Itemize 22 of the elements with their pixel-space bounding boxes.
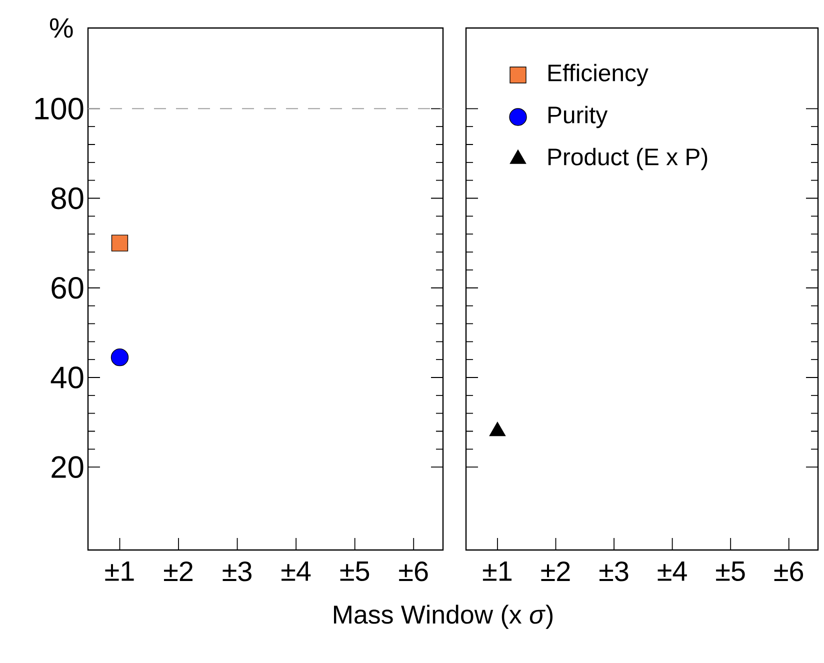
x-tick-label: ±5 [716,562,745,581]
y-tick-label: 20 [52,456,84,478]
legend-label: Product (E x P) [548,148,708,170]
x-tick-label: ±3 [222,562,252,582]
x-tick-label: ±4 [658,562,687,581]
x-tick-label: ±1 [482,562,512,581]
x-tick-label: ±4 [282,562,311,581]
legend-label: Efficiency [548,64,648,86]
y-tick-label: 60 [52,276,84,299]
y-tick-label: 100 [35,98,84,120]
x-tick-label: ±6 [399,562,428,582]
y-tick-label: 80 [51,187,84,210]
x-tick-label: ±5 [340,562,370,581]
x-axis-title: Mass Window (x σ) [334,604,553,629]
x-tick-label: ±6 [774,562,804,582]
legend-label: Purity [548,106,608,128]
y-tick-label: 40 [50,366,84,388]
x-tick-label: ±2 [164,562,193,581]
x-tick-label: ±2 [541,562,570,581]
y-axis-title: % [50,18,73,38]
x-tick-label: ±1 [105,562,134,581]
x-tick-label: ±3 [600,562,628,582]
